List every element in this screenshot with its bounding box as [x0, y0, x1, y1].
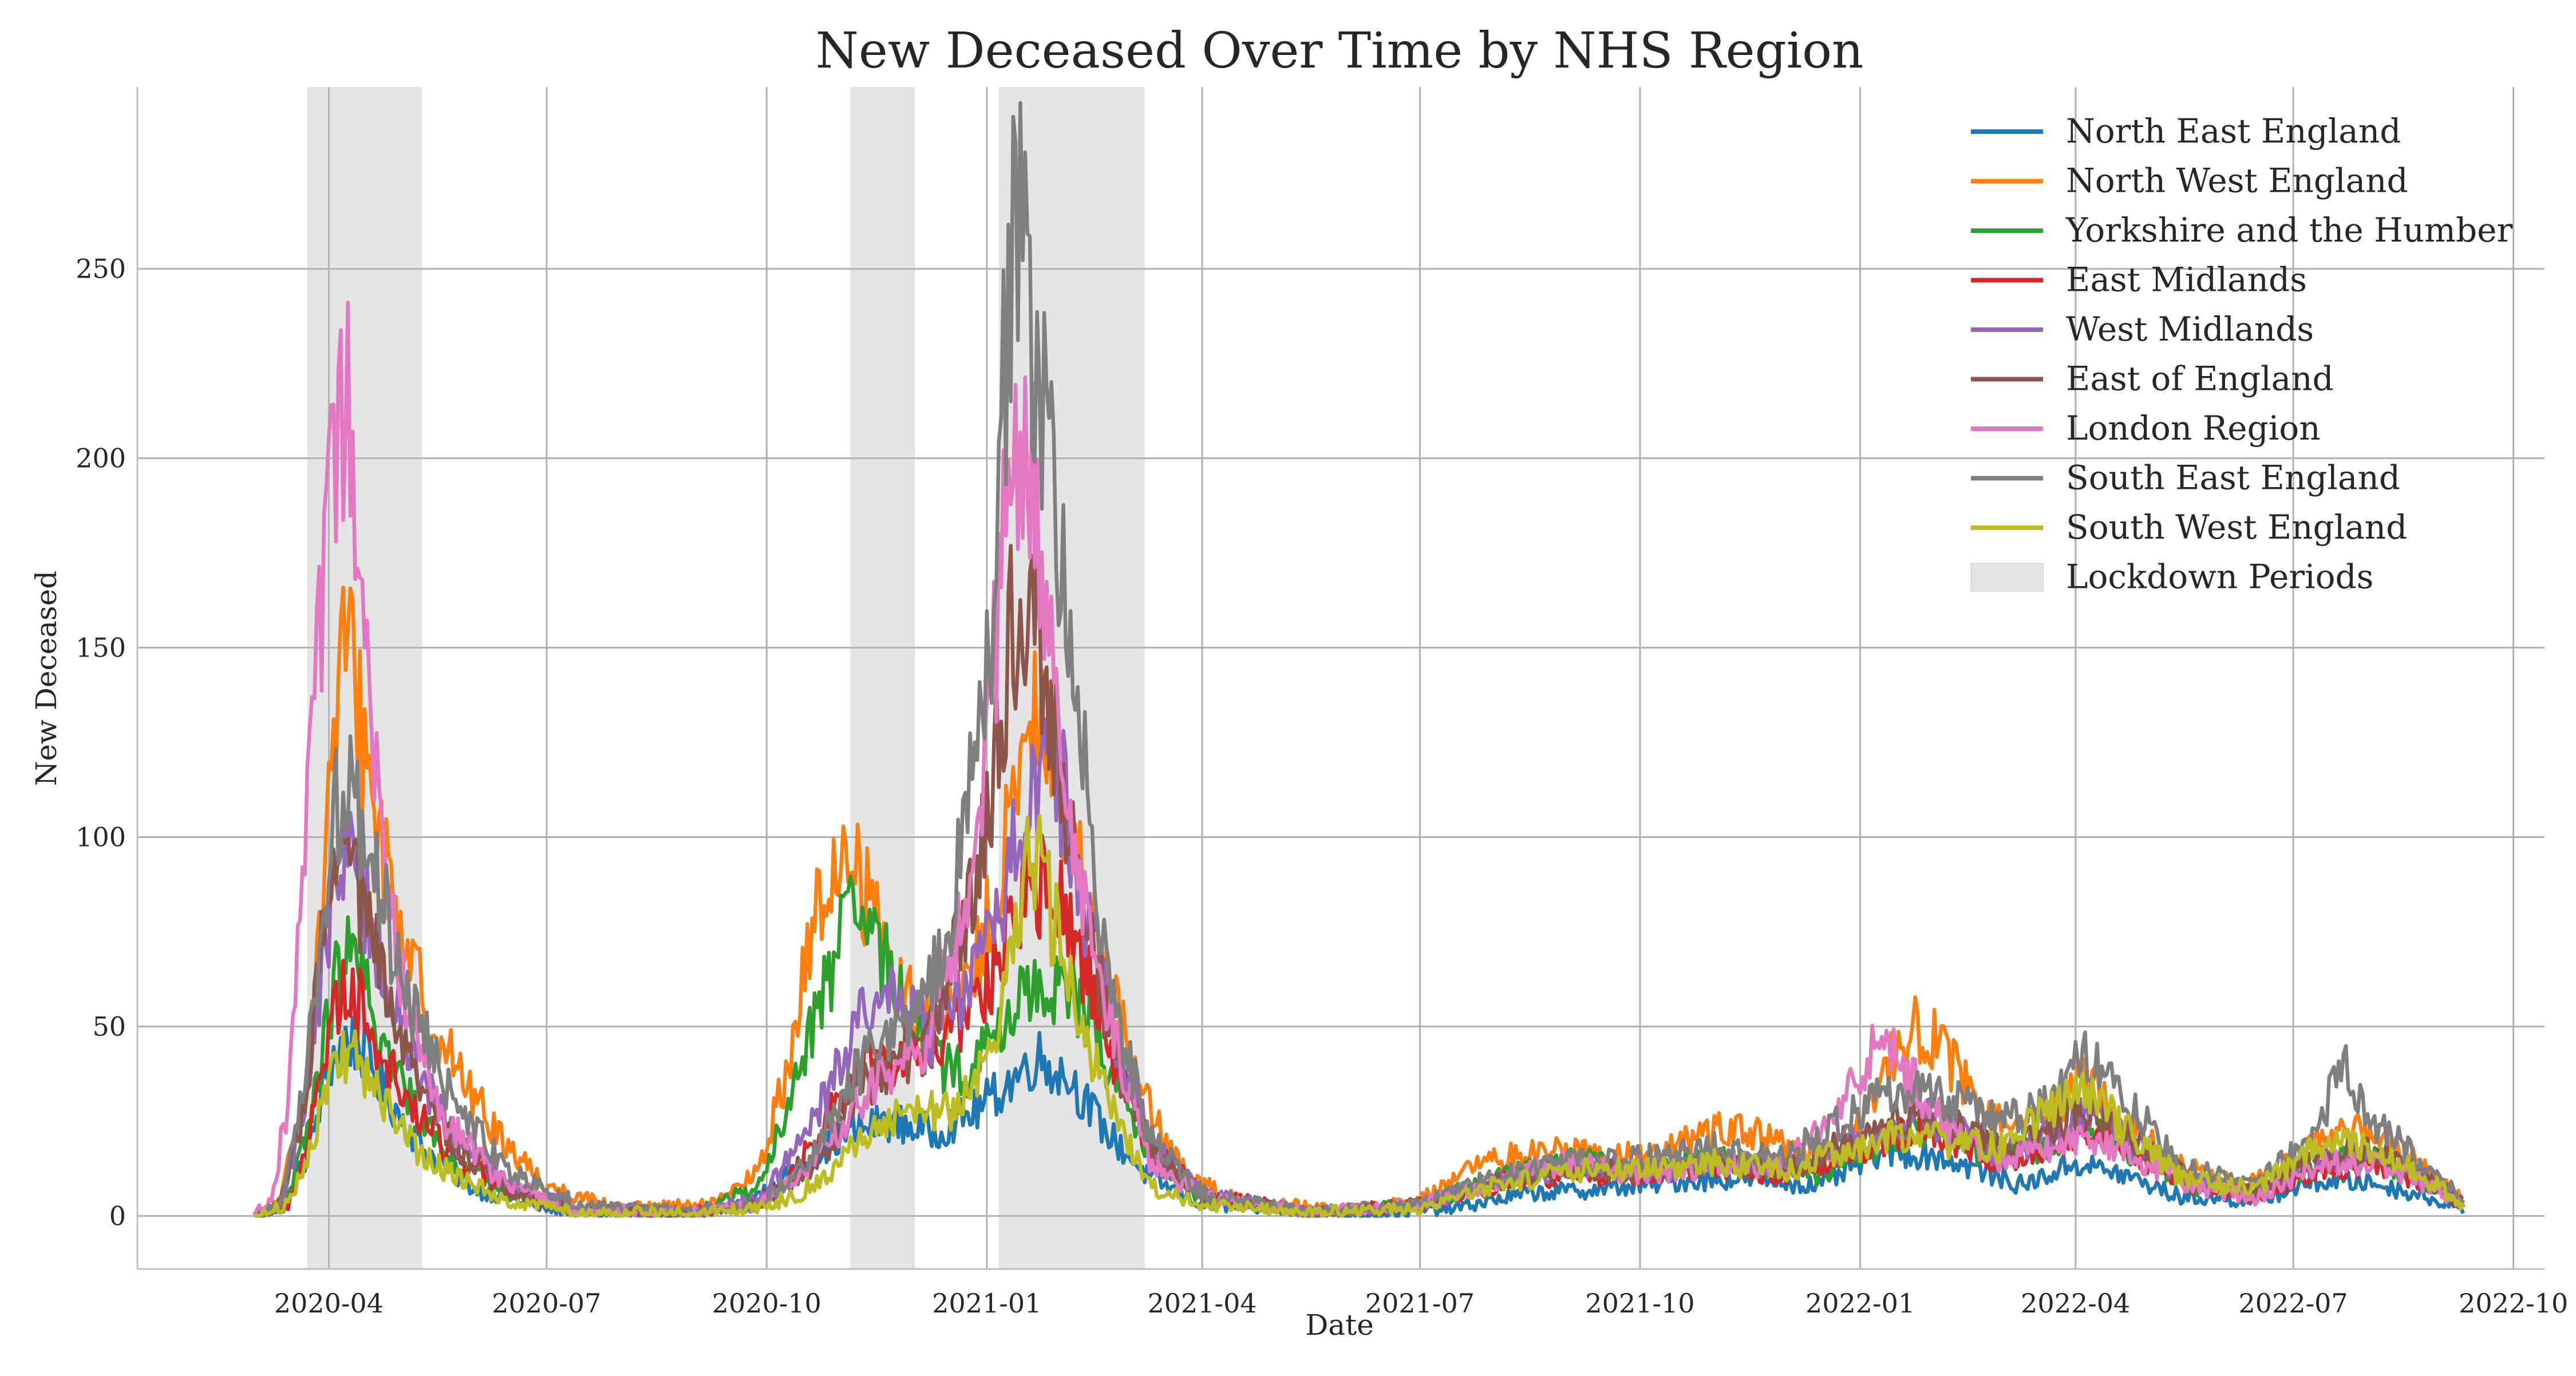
y-tick-label: 0: [109, 1200, 126, 1231]
x-tick-label: 2021-07: [1365, 1288, 1475, 1319]
x-tick-label: 2020-07: [492, 1288, 601, 1319]
x-axis-label: Date: [1305, 1308, 1374, 1342]
series-line: [254, 813, 2465, 1218]
y-tick-label: 200: [76, 443, 126, 474]
x-tick-label: 2022-10: [2459, 1288, 2568, 1319]
x-tick-label: 2022-04: [2021, 1288, 2130, 1319]
y-tick-label: 150: [76, 632, 126, 663]
legend-label: Yorkshire and the Humber: [2065, 211, 2512, 250]
legend-label: North West England: [2066, 161, 2408, 200]
x-tick-label: 2021-01: [932, 1288, 1041, 1319]
legend-label: South East England: [2066, 458, 2400, 497]
legend-label: East of England: [2066, 359, 2334, 398]
y-axis-label: New Deceased: [30, 571, 63, 786]
y-tick-label: 250: [76, 254, 126, 284]
grid-lines: [137, 87, 2545, 1269]
x-tick-label: 2022-07: [2239, 1288, 2348, 1319]
x-tick-label: 2020-04: [274, 1288, 384, 1319]
legend-label: West Midlands: [2066, 310, 2314, 349]
axes: [136, 87, 2545, 1270]
legend: North East England North West England York…: [1970, 112, 2512, 596]
y-tick-label: 50: [92, 1011, 126, 1042]
series-lines: [252, 101, 2466, 1218]
legend-label: East Midlands: [2066, 260, 2307, 299]
chart-title: New Deceased Over Time by NHS Region: [816, 22, 1864, 80]
x-tick-label: 2021-10: [1585, 1288, 1694, 1319]
legend-label: Lockdown Periods: [2066, 557, 2373, 596]
legend-label: London Region: [2066, 409, 2321, 448]
x-tick-label: 2020-10: [712, 1288, 821, 1319]
tick-labels: 2020-04 2020-07 2020-10 2021-01 2021-04 2021-…: [76, 254, 2568, 1319]
x-tick-label: 2022-01: [1805, 1288, 1915, 1319]
x-tick-label: 2021-04: [1147, 1288, 1257, 1319]
legend-swatch: [1970, 563, 2044, 592]
legend-label: South West England: [2066, 508, 2407, 547]
y-tick-label: 100: [76, 821, 126, 852]
legend-label: North East England: [2066, 112, 2401, 151]
